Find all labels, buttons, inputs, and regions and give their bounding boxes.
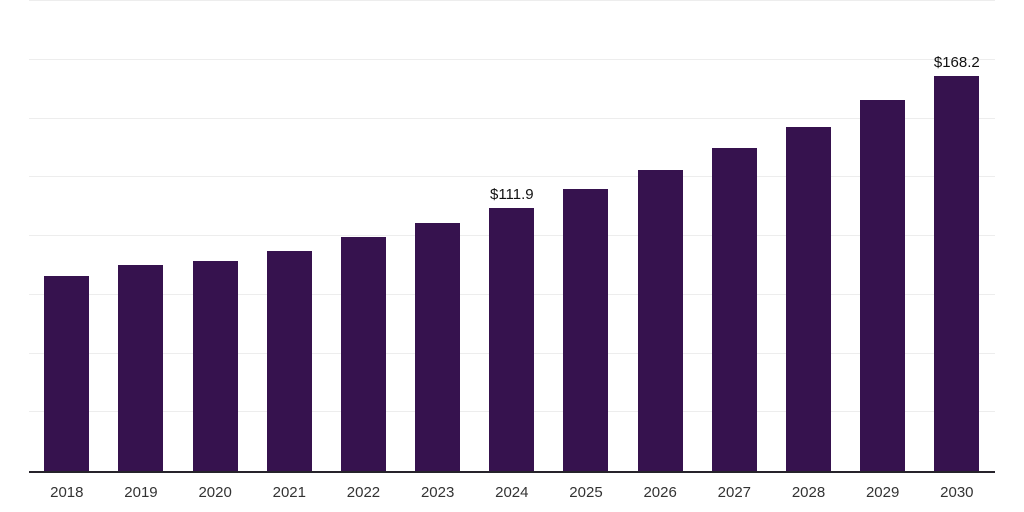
x-tick-label-2026: 2026 — [643, 484, 677, 501]
x-tick-label-2029: 2029 — [865, 484, 900, 501]
x-tick-label-2024: 2024 — [495, 484, 529, 501]
bar-2026 — [637, 170, 683, 471]
bar-2030 — [934, 75, 980, 471]
bar-2025 — [563, 189, 609, 471]
bar-2027 — [711, 148, 757, 471]
x-tick-label-2021: 2021 — [272, 484, 306, 501]
bar-2029 — [860, 99, 906, 471]
x-tick-label-2020: 2020 — [198, 484, 232, 501]
x-tick-label-2025: 2025 — [569, 484, 603, 501]
bar-2019 — [118, 265, 164, 471]
x-tick-label-2028: 2028 — [791, 484, 826, 501]
bar-2021 — [266, 250, 312, 471]
bar-2020 — [192, 260, 238, 471]
bar-2024 — [489, 208, 535, 471]
gridline — [29, 0, 995, 1]
bar-value-label-2030: $168.2 — [933, 53, 980, 71]
bar-2023 — [415, 222, 461, 471]
bar-2022 — [340, 237, 386, 471]
plot-area: $111.9 $168.2 — [29, 0, 995, 473]
x-tick-label-2018: 2018 — [50, 484, 84, 501]
bar-2018 — [44, 275, 90, 471]
x-tick-label-2027: 2027 — [717, 484, 752, 501]
bar-value-label-2024: $111.9 — [489, 186, 534, 204]
x-tick-label-2023: 2023 — [420, 484, 455, 501]
x-tick-label-2022: 2022 — [346, 484, 381, 501]
gridline — [29, 176, 995, 178]
gridline — [29, 117, 995, 119]
x-tick-label-2019: 2019 — [124, 484, 158, 501]
x-tick-label-2030: 2030 — [940, 484, 974, 501]
bar-2028 — [786, 126, 831, 471]
gridline — [29, 58, 995, 60]
